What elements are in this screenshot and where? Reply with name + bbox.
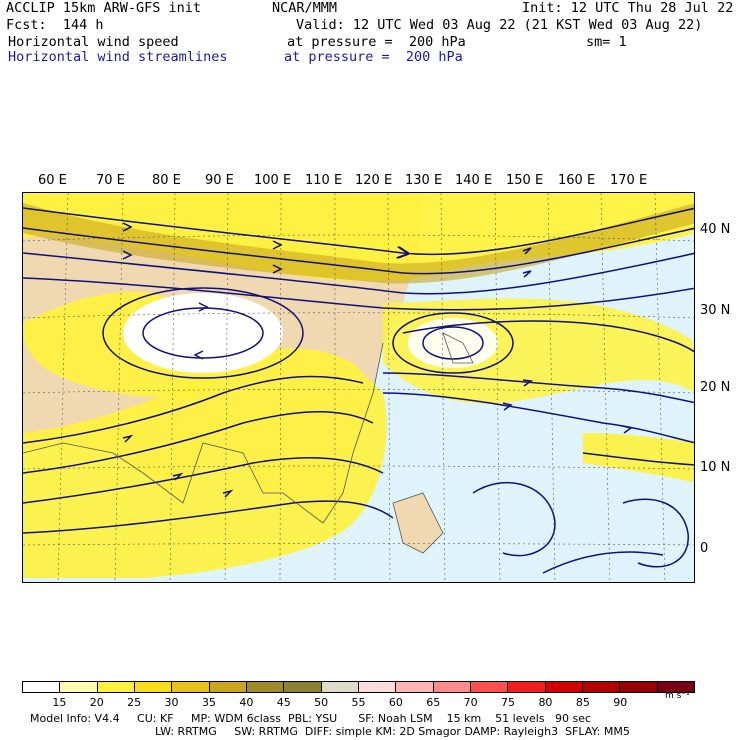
colorbar-swatch: [172, 682, 210, 692]
low-speed-center-east: [408, 318, 498, 368]
colorbar-swatch: [470, 682, 509, 692]
colorbar-tick-label: 55: [351, 696, 366, 709]
colorbar-swatch: [246, 682, 285, 692]
colorbar-swatch: [545, 682, 583, 692]
map-canvas: [23, 193, 694, 582]
jet-band-north: [23, 193, 694, 282]
colorbar-swatch: [284, 682, 322, 692]
model-info: Model Info: V4.4 CU: KF MP: WDM 6class P…: [30, 712, 592, 725]
physics-info: LW: RRTMG SW: RRTMG DIFF: simple KM: 2D …: [155, 725, 630, 738]
lon-label: 140 E: [455, 173, 493, 188]
colorbar-swatch: [433, 682, 471, 692]
colorbar-tick-label: 35: [201, 696, 216, 709]
band-east-pacific: [583, 433, 694, 483]
colorbar-swatch: [508, 682, 546, 692]
colorbar-swatch: [209, 682, 247, 692]
wind-map: [22, 192, 695, 583]
colorbar-swatch: [23, 682, 61, 692]
colorbar-tick-label: 30: [164, 696, 179, 709]
field-name-speed: Horizontal wind speed: [8, 34, 179, 50]
pressure-streamlines: at pressure = 200 hPa: [284, 49, 463, 65]
colorbar-swatch: [657, 682, 694, 692]
valid-time: Valid: 12 UTC Wed 03 Aug 22 (21 KST Wed …: [296, 17, 703, 33]
colorbar-swatch: [620, 682, 658, 692]
coastlines: [23, 332, 474, 554]
forecast-hour: Fcst: 144 h: [6, 17, 104, 33]
colorbar-tick-label: 45: [276, 696, 291, 709]
lon-label: 80 E: [152, 173, 181, 188]
lon-label: 60 E: [38, 173, 67, 188]
lon-label: 70 E: [96, 173, 125, 188]
colorbar-tick-label: 60: [388, 696, 403, 709]
graticule: [23, 193, 694, 582]
colorbar-swatch: [97, 682, 135, 692]
colorbar-tick-label: 75: [501, 696, 516, 709]
lon-label: 160 E: [558, 173, 596, 188]
pressure-speed: at pressure = 200 hPa: [287, 34, 466, 50]
lon-label: 170 E: [610, 173, 648, 188]
colorbar-swatch: [358, 682, 397, 692]
colorbar-swatch: [396, 682, 434, 692]
lat-label: 10 N: [700, 460, 731, 475]
colorbar-swatch: [582, 682, 621, 692]
lon-label: 90 E: [205, 173, 234, 188]
colorbar-tick-label: 70: [463, 696, 478, 709]
org-label: NCAR/MMM: [272, 0, 338, 16]
lon-label: 150 E: [506, 173, 544, 188]
field-name-streamlines: Horizontal wind streamlines: [8, 49, 228, 65]
colorbar-tick-label: 65: [426, 696, 441, 709]
colorbar-tick-label: 15: [52, 696, 67, 709]
colorbar-swatch: [60, 682, 98, 692]
colorbar-tick-label: 40: [239, 696, 254, 709]
lon-label: 100 E: [254, 173, 292, 188]
init-time: Init: 12 UTC Thu 28 Jul 22: [522, 0, 734, 16]
colorbar-unit: m s⁻¹: [665, 691, 690, 701]
colorbar-swatch: [321, 682, 359, 692]
colorbar-tick-label: 85: [575, 696, 590, 709]
colorbar-tick-label: 50: [314, 696, 329, 709]
colorbar-tick-label: 90: [613, 696, 628, 709]
colorbar-swatch: [134, 682, 173, 692]
streamlines: [23, 207, 694, 574]
lon-label: 120 E: [355, 173, 393, 188]
streamline-arrows: [122, 222, 633, 498]
lat-label: 20 N: [700, 380, 731, 395]
colorbar-tick-label: 80: [538, 696, 553, 709]
lat-label: 0: [700, 541, 709, 556]
lon-label: 110 E: [305, 173, 343, 188]
lat-label: 30 N: [700, 303, 731, 318]
lat-label: 40 N: [700, 222, 731, 237]
jet-band-tropical: [23, 348, 387, 578]
colorbar-tick-label: 20: [89, 696, 104, 709]
colorbar: [22, 681, 695, 693]
model-title: ACCLIP 15km ARW-GFS init: [6, 0, 202, 16]
lon-label: 130 E: [405, 173, 443, 188]
colorbar-tick-label: 25: [127, 696, 142, 709]
smoothing: sm= 1: [586, 34, 627, 50]
